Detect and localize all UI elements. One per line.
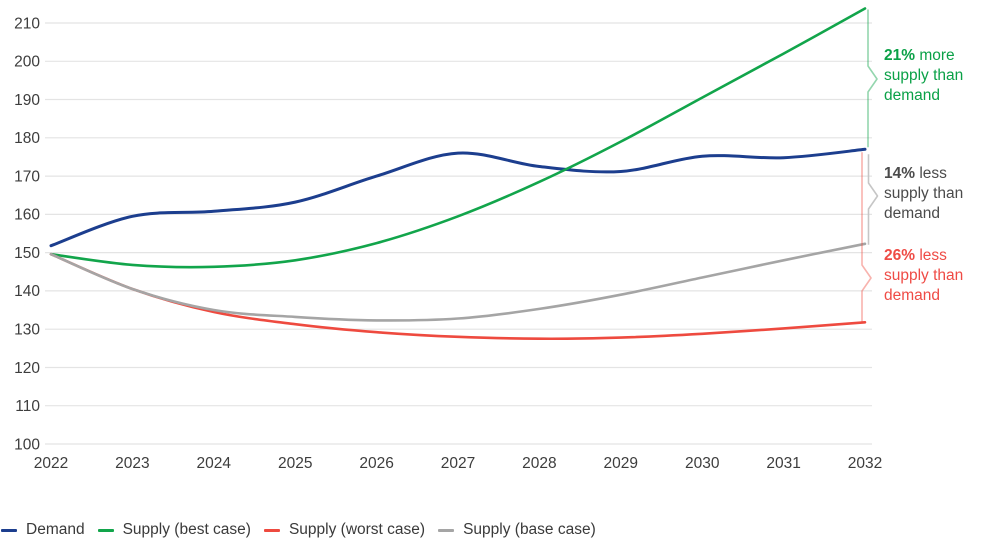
series-line-demand [49, 147, 867, 248]
chart-legend: Demand Supply (best case) Supply (worst ca… [1, 518, 981, 542]
x-tick-label-2025: 2025 [278, 455, 312, 472]
legend-item-supply-base-case: Supply (base case) [438, 521, 596, 539]
y-tick-label-200: 200 [14, 54, 40, 71]
x-tick-label-2024: 2024 [197, 455, 232, 472]
y-tick-label-210: 210 [14, 15, 40, 32]
x-tick-label-2032: 2032 [848, 455, 882, 472]
series-line-supply-best-case [49, 7, 867, 269]
y-tick-label-170: 170 [14, 168, 40, 185]
bracket-worst-case [861, 152, 872, 324]
y-tick-label-140: 140 [14, 283, 40, 300]
x-tick-label-2028: 2028 [522, 455, 556, 472]
annotation-best-case-text: more supply than demand [884, 47, 964, 104]
y-tick-label-100: 100 [14, 436, 40, 453]
x-tick-label-2023: 2023 [115, 455, 149, 472]
x-tick-label-2026: 2026 [359, 455, 393, 472]
legend-label: Demand [26, 521, 85, 538]
annotation-worst-case: 26% less supply than demand [884, 246, 982, 306]
legend-dash-icon [263, 528, 280, 532]
legend-item-supply-best-case: Supply (best case) [97, 521, 251, 539]
x-tick-label-2031: 2031 [766, 455, 800, 472]
series-lines [49, 7, 867, 341]
annotation-worst-case-pct: 26% [884, 247, 916, 264]
legend-dash-icon [1, 528, 17, 532]
x-tick-label-2029: 2029 [604, 455, 638, 472]
y-tick-label-190: 190 [14, 92, 40, 109]
x-tick-label-2030: 2030 [685, 455, 720, 472]
annotation-best-case-pct: 21% [884, 47, 916, 64]
legend-item-demand: Demand [1, 521, 85, 539]
line-chart: 100 110 120 130 140 150 160 170 180 190 200 210 202… [14, 7, 882, 472]
legend-label: Supply (best case) [122, 521, 251, 538]
annotation-base-case-pct: 14% [884, 165, 916, 182]
x-tick-label-2027: 2027 [441, 455, 475, 472]
legend-item-supply-worst-case: Supply (worst case) [263, 521, 426, 539]
legend-label: Supply (base case) [463, 521, 596, 538]
legend-dash-icon [97, 528, 114, 532]
x-axis-labels: 2022 2023 2024 2025 2026 2027 2028 2029 2030 2031… [34, 455, 882, 472]
series-line-supply-base-case [49, 242, 867, 322]
bracket-best-case [867, 9, 878, 148]
annotation-base-case-text: less supply than demand [884, 165, 964, 222]
y-tick-label-160: 160 [14, 207, 40, 224]
y-tick-label-130: 130 [14, 322, 40, 339]
annotation-base-case: 14% less supply than demand [884, 164, 982, 224]
legend-label: Supply (worst case) [288, 521, 426, 538]
y-tick-label-120: 120 [14, 360, 40, 377]
legend-dash-icon [438, 528, 455, 532]
annotation-worst-case-text: less supply than demand [884, 247, 964, 304]
annotation-brackets [861, 9, 879, 324]
annotation-best-case: 21% more supply than demand [884, 46, 982, 106]
gridlines [45, 22, 872, 445]
bracket-base-case [867, 154, 879, 245]
y-tick-label-150: 150 [14, 245, 40, 262]
x-tick-label-2022: 2022 [34, 455, 68, 472]
y-tick-label-180: 180 [14, 130, 40, 147]
y-axis-labels: 100 110 120 130 140 150 160 170 180 190 200 210 [14, 15, 40, 453]
y-tick-label-110: 110 [15, 398, 40, 415]
